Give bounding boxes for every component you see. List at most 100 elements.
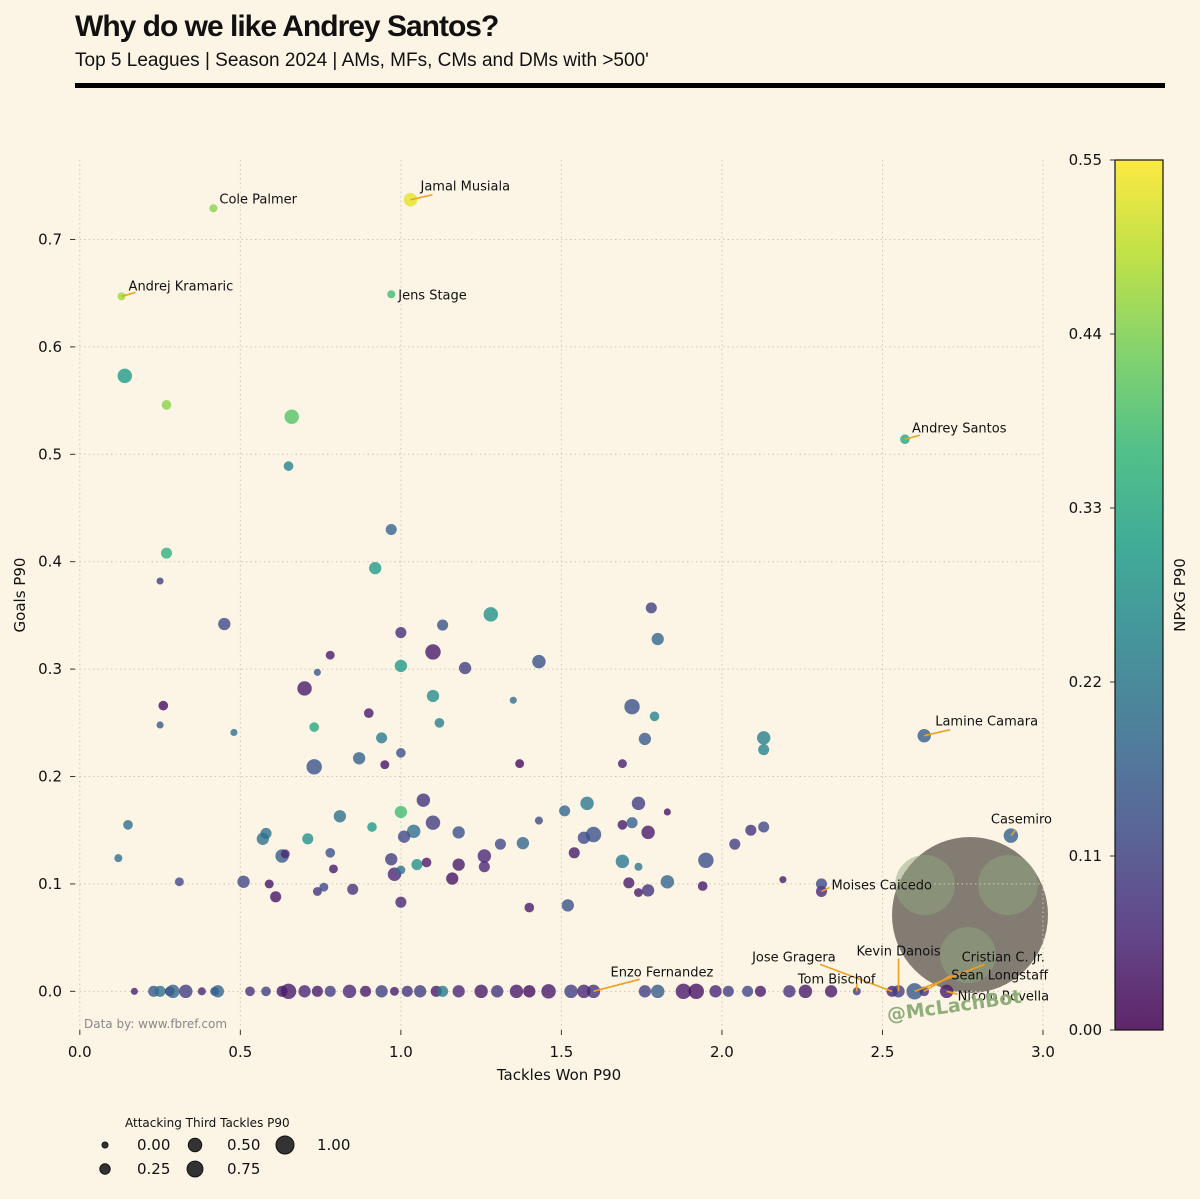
y-tick-label: 0.3 bbox=[38, 660, 62, 678]
point bbox=[333, 810, 347, 823]
x-tick-label: 2.0 bbox=[710, 1043, 734, 1061]
point bbox=[311, 985, 323, 997]
point bbox=[130, 987, 138, 995]
point bbox=[123, 820, 133, 830]
colorbar bbox=[1114, 159, 1164, 1031]
point bbox=[634, 862, 643, 871]
point bbox=[698, 852, 714, 869]
point bbox=[166, 984, 180, 999]
annotation-connector bbox=[121, 291, 136, 298]
annotation: Sean Longstaff bbox=[951, 968, 1049, 983]
annotation: Kevin Danois bbox=[857, 944, 941, 959]
point bbox=[395, 896, 407, 908]
point bbox=[478, 861, 490, 873]
point bbox=[532, 654, 546, 669]
point bbox=[270, 891, 282, 903]
point bbox=[284, 409, 299, 424]
point bbox=[660, 875, 675, 889]
point bbox=[663, 808, 671, 816]
point bbox=[156, 577, 164, 585]
point bbox=[491, 985, 504, 998]
point bbox=[154, 985, 166, 997]
point bbox=[697, 881, 708, 891]
annotation: Andrey Santos bbox=[912, 421, 1007, 436]
colorbar-tick-label: 0.11 bbox=[1069, 847, 1102, 865]
point bbox=[209, 204, 218, 213]
legend-label: 0.75 bbox=[227, 1160, 260, 1178]
x-tick-label: 2.5 bbox=[871, 1043, 895, 1061]
point bbox=[509, 984, 524, 999]
point bbox=[179, 984, 193, 999]
legend-marker bbox=[186, 1160, 204, 1178]
point bbox=[754, 985, 766, 997]
x-tick-label: 1.5 bbox=[549, 1043, 573, 1061]
point bbox=[161, 400, 172, 410]
annotation-connector bbox=[821, 886, 830, 893]
point bbox=[624, 698, 640, 715]
subtitle: Top 5 Leagues | Season 2024 | AMs, MFs, … bbox=[75, 50, 649, 71]
point bbox=[397, 830, 411, 843]
point bbox=[900, 434, 910, 445]
point bbox=[617, 820, 628, 830]
point bbox=[615, 854, 630, 869]
point bbox=[477, 849, 492, 863]
point bbox=[360, 985, 372, 997]
points bbox=[114, 193, 1019, 1000]
point bbox=[634, 888, 643, 897]
annotation: Andrej Kramaric bbox=[129, 279, 234, 294]
point bbox=[297, 681, 312, 696]
point bbox=[313, 668, 321, 676]
point bbox=[218, 617, 231, 631]
point bbox=[421, 857, 432, 868]
annotation-connector bbox=[593, 978, 640, 993]
point bbox=[114, 854, 123, 863]
point bbox=[437, 985, 449, 997]
point bbox=[458, 661, 472, 675]
point bbox=[645, 602, 657, 614]
annotation: Jamal Musiala bbox=[420, 180, 511, 195]
point bbox=[413, 985, 427, 998]
point bbox=[541, 984, 556, 999]
point bbox=[363, 708, 374, 718]
annotation: Enzo Fernandez bbox=[611, 965, 714, 980]
legend-title: Attacking Third Tackles P90 bbox=[125, 1116, 290, 1130]
point bbox=[523, 985, 536, 998]
point bbox=[515, 759, 525, 769]
x-tick-label: 3.0 bbox=[1031, 1043, 1055, 1061]
x-tick-label: 0.0 bbox=[68, 1043, 92, 1061]
legend-label: 0.50 bbox=[227, 1136, 260, 1154]
annotation: Cole Palmer bbox=[219, 192, 297, 207]
annotation: Moises Caicedo bbox=[831, 878, 932, 893]
point bbox=[631, 796, 646, 811]
point bbox=[623, 877, 635, 889]
point bbox=[564, 984, 578, 999]
legend-marker bbox=[99, 1163, 111, 1175]
legend-label: 1.00 bbox=[317, 1136, 350, 1154]
point bbox=[709, 985, 722, 998]
annotation-connector bbox=[914, 963, 985, 993]
point bbox=[376, 732, 388, 744]
point bbox=[626, 817, 638, 829]
colorbar-tick-label: 0.00 bbox=[1069, 1021, 1102, 1039]
point bbox=[524, 902, 535, 913]
legend-marker bbox=[275, 1135, 295, 1155]
point bbox=[585, 826, 602, 843]
point bbox=[779, 876, 787, 884]
point bbox=[452, 985, 465, 998]
point bbox=[211, 985, 225, 998]
annotation-connector bbox=[410, 193, 433, 201]
point bbox=[426, 689, 440, 703]
point bbox=[452, 858, 465, 871]
point bbox=[174, 877, 184, 887]
point bbox=[798, 984, 813, 999]
point bbox=[651, 632, 664, 646]
point bbox=[387, 290, 396, 299]
point bbox=[559, 805, 571, 817]
point bbox=[641, 825, 655, 840]
annotation-connector bbox=[1010, 829, 1017, 837]
point bbox=[396, 865, 406, 875]
point bbox=[342, 984, 357, 999]
point bbox=[312, 886, 322, 896]
